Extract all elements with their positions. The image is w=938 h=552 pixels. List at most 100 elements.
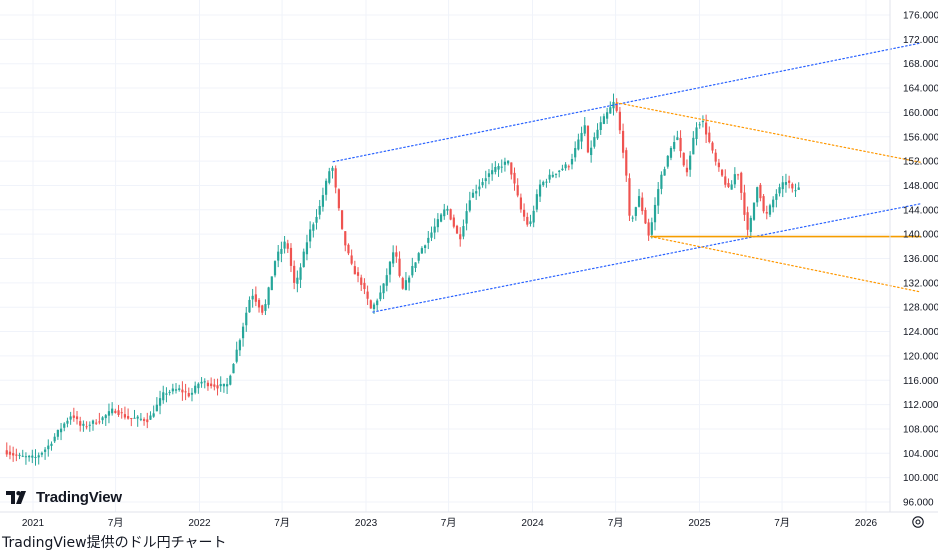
trendline-wedge-upper[interactable] bbox=[615, 102, 922, 163]
candle-up bbox=[692, 131, 695, 155]
candle-down bbox=[216, 378, 219, 396]
candle-up bbox=[178, 384, 181, 392]
candle-up bbox=[312, 222, 315, 238]
candle-up bbox=[155, 397, 158, 412]
candle-down bbox=[615, 98, 618, 113]
candle-down bbox=[628, 173, 631, 222]
candle-down bbox=[682, 152, 685, 167]
candle-up bbox=[139, 412, 142, 422]
gear-icon[interactable] bbox=[911, 515, 925, 529]
candle-up bbox=[229, 374, 232, 386]
candle-body bbox=[127, 416, 130, 419]
candle-body bbox=[443, 209, 446, 217]
candle-body bbox=[510, 162, 513, 175]
candle-body bbox=[430, 232, 433, 238]
chart-caption: TradingView提供のドル円チャート bbox=[2, 535, 227, 551]
candle-body bbox=[139, 418, 142, 420]
candle-down bbox=[363, 278, 366, 295]
chart-area[interactable]: 96.000 100.000 104.000 108.000 112.000 116.00… bbox=[0, 0, 938, 530]
candle-up bbox=[558, 169, 561, 178]
candle-body bbox=[491, 170, 494, 175]
x-tick-label: 2024 bbox=[521, 518, 544, 529]
candle-up bbox=[529, 214, 532, 227]
candle-body bbox=[315, 216, 318, 223]
logo-text: TradingView bbox=[36, 489, 122, 506]
candle-up bbox=[538, 179, 542, 202]
y-tick-label: 164.000 bbox=[903, 84, 938, 95]
candle-body bbox=[487, 173, 491, 177]
candle-body bbox=[75, 416, 79, 420]
candle-up bbox=[248, 296, 251, 313]
candle-body bbox=[596, 129, 599, 139]
candle-up bbox=[296, 270, 299, 293]
candle-down bbox=[765, 205, 768, 220]
candle-body bbox=[388, 261, 392, 275]
candle-up bbox=[59, 422, 63, 441]
candle-up bbox=[733, 167, 736, 189]
candle-body bbox=[392, 252, 395, 264]
candle-body bbox=[446, 208, 449, 211]
candle-body bbox=[590, 147, 593, 156]
candle-body bbox=[264, 304, 267, 311]
price-chart[interactable]: 96.000 100.000 104.000 108.000 112.000 116.00… bbox=[0, 0, 938, 530]
candle-body bbox=[781, 182, 784, 190]
x-tick-label: 2025 bbox=[688, 518, 711, 529]
candle-up bbox=[701, 115, 705, 128]
candle-up bbox=[634, 206, 637, 221]
y-tick-label: 160.000 bbox=[903, 108, 938, 119]
candle-body bbox=[197, 383, 200, 389]
candle-up bbox=[63, 422, 66, 432]
y-tick-label: 124.000 bbox=[903, 327, 938, 338]
candle-up bbox=[66, 417, 69, 428]
candle-down bbox=[334, 165, 337, 194]
trendline-channel-lower[interactable] bbox=[372, 203, 922, 313]
tradingview-logo[interactable]: TradingView bbox=[6, 489, 122, 506]
candle-body bbox=[162, 392, 165, 401]
candle-down bbox=[8, 445, 12, 460]
y-tick-label: 144.000 bbox=[903, 205, 938, 216]
candle-down bbox=[644, 207, 647, 225]
candle-body bbox=[155, 404, 158, 412]
candle-up bbox=[784, 173, 788, 193]
candles bbox=[5, 93, 800, 466]
y-tick-label: 176.000 bbox=[903, 11, 938, 22]
candle-up bbox=[82, 420, 85, 432]
x-tick-label: 2023 bbox=[355, 518, 378, 529]
candle-body bbox=[238, 340, 241, 351]
x-tick-label: 7月 bbox=[274, 517, 290, 529]
candle-up bbox=[749, 215, 752, 238]
candle-body bbox=[309, 229, 312, 242]
candle-body bbox=[372, 304, 376, 309]
candle-up bbox=[481, 178, 484, 188]
candle-up bbox=[69, 411, 72, 425]
candle-down bbox=[711, 141, 714, 154]
candle-body bbox=[120, 412, 123, 414]
candle-body bbox=[31, 455, 34, 458]
candle-body bbox=[72, 415, 75, 418]
candle-body bbox=[210, 383, 213, 387]
candle-down bbox=[679, 130, 682, 158]
candle-body bbox=[685, 167, 689, 173]
candle-body bbox=[277, 251, 280, 261]
candle-up bbox=[149, 411, 152, 420]
candle-body bbox=[449, 209, 452, 220]
candle-body bbox=[114, 410, 117, 413]
candle-down bbox=[340, 210, 344, 231]
candle-up bbox=[328, 167, 331, 185]
candle-body bbox=[184, 391, 187, 393]
candle-up bbox=[564, 162, 567, 171]
candle-body bbox=[270, 276, 273, 291]
candle-up bbox=[551, 171, 554, 178]
candle-down bbox=[123, 406, 127, 420]
candle-body bbox=[583, 125, 586, 134]
candle-up bbox=[280, 241, 283, 263]
candle-up bbox=[411, 257, 414, 278]
candle-down bbox=[120, 408, 123, 419]
candle-down bbox=[641, 192, 644, 215]
candle-body bbox=[168, 391, 171, 393]
candle-down bbox=[788, 175, 791, 189]
trendline-wedge-lower[interactable] bbox=[650, 235, 922, 293]
trendline-channel-upper[interactable] bbox=[332, 42, 922, 163]
candle-body bbox=[462, 226, 465, 237]
candle-up bbox=[136, 415, 139, 427]
